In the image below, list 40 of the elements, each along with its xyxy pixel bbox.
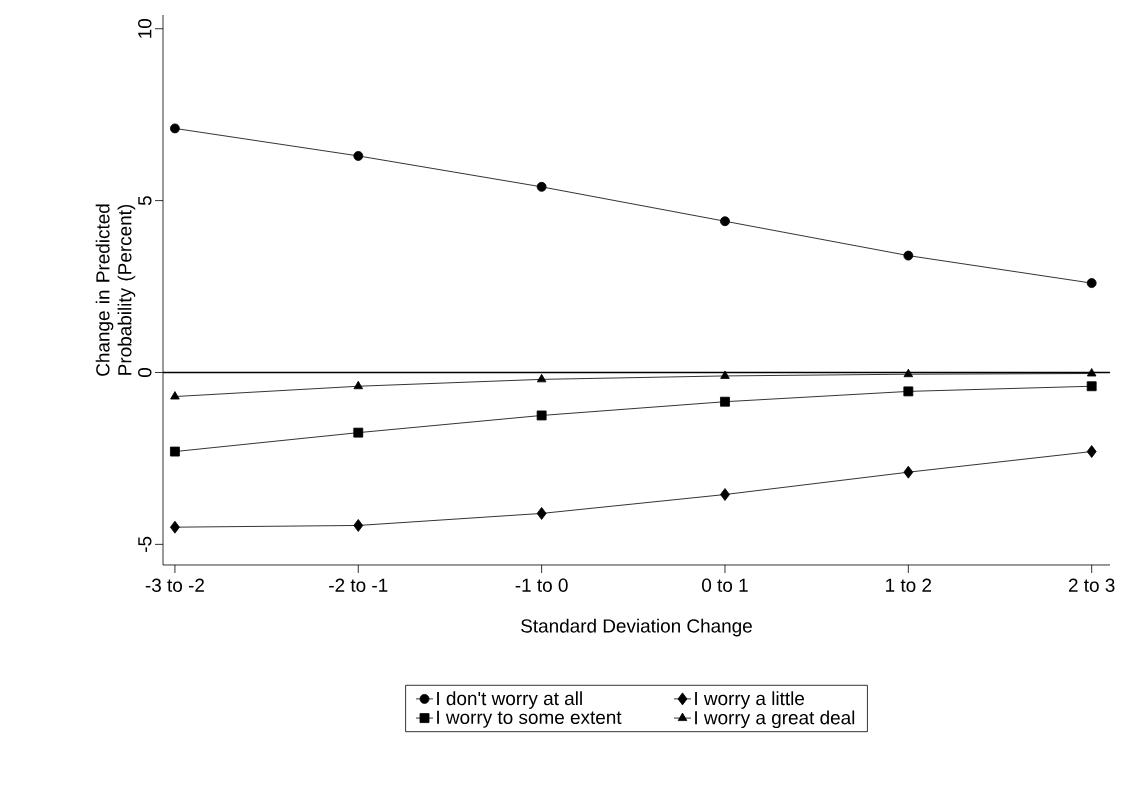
y-tick-label: 10: [138, 18, 152, 38]
point: [903, 386, 914, 397]
x-tick-label: 0 to 1: [702, 578, 748, 592]
point: [170, 391, 180, 400]
point: [536, 507, 547, 520]
point: [536, 373, 547, 383]
point: [720, 488, 730, 501]
point: [353, 380, 364, 390]
legend-label: I worry to some extent: [437, 710, 622, 728]
point: [720, 396, 730, 407]
x-tick-label: -1 to 0: [515, 578, 568, 592]
y-tick-label: 0: [138, 367, 152, 378]
legend-label: I worry a little: [695, 691, 805, 709]
x-tick-label: 2 to 3: [1068, 578, 1115, 592]
y-tick-label: -5: [138, 536, 152, 552]
point: [170, 446, 180, 457]
point: [720, 370, 730, 379]
point: [536, 181, 547, 192]
point: [353, 151, 364, 161]
x-tick-label: -3 to -2: [145, 578, 204, 592]
point: [1086, 368, 1097, 377]
legend-label: I worry a great deal: [695, 710, 855, 729]
point: [1086, 278, 1097, 289]
point: [536, 410, 547, 421]
point: [353, 427, 364, 438]
point: [903, 250, 914, 261]
point: [903, 368, 914, 378]
legend-label: I don't worry at all: [437, 691, 582, 709]
y-axis-title: Change in Predicted Probability (Percent): [95, 204, 136, 376]
point: [170, 123, 180, 134]
point: [903, 465, 914, 479]
x-axis-title: Standard Deviation Change: [521, 618, 752, 637]
y-tick-label: 5: [138, 196, 152, 206]
point: [353, 519, 364, 532]
point: [1086, 381, 1097, 392]
x-tick-label: 1 to 2: [886, 578, 932, 592]
point: [1086, 445, 1097, 458]
point: [170, 520, 180, 534]
x-tick-label: -2 to -1: [329, 578, 388, 592]
point: [720, 216, 730, 227]
